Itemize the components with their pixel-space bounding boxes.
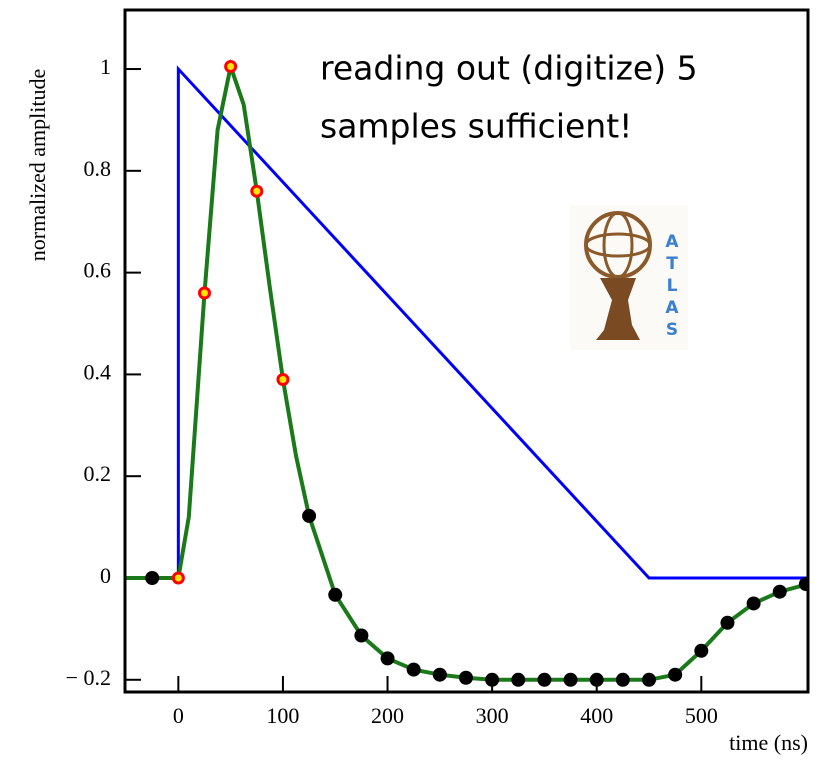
logo-globe-line [602,211,634,279]
y-tick-label: 1 [100,54,111,79]
sample-point [746,596,761,611]
logo-figure [596,278,640,340]
logo-letter: S [666,320,678,340]
sample-point [197,286,211,300]
logo-globe-line [584,232,652,258]
sample-point [720,615,735,630]
x-tick-label: 0 [173,703,184,728]
sample-point [615,672,630,687]
sample-point [380,651,395,666]
x-tick-label: 300 [476,703,509,728]
sample-point [668,667,683,682]
sample-point [250,184,264,198]
sample-point [328,587,343,602]
x-tick-label: 500 [685,703,718,728]
logo-letter: A [665,232,679,252]
y-tick-label: 0.8 [84,156,112,181]
y-tick-label: 0 [100,563,111,588]
sample-point [458,670,473,685]
logo-letter: L [667,276,678,296]
sample-point [563,672,578,687]
sample-point [224,59,238,73]
annotation: samples sufficient! [320,107,632,146]
logo-letter: T [666,254,678,274]
plot-area [125,58,808,687]
sample-point [642,672,657,687]
sample-point [302,508,317,523]
y-tick-label: − 0.2 [66,665,111,690]
sample-point [537,672,552,687]
x-tick-label: 400 [580,703,613,728]
plot-frame [123,8,810,694]
x-axis-label: time (ns) [729,730,808,755]
sample-point [145,570,160,585]
sample-point [589,672,604,687]
y-tick-label: 0.4 [84,359,112,384]
y-axis-label: normalized amplitude [25,69,50,261]
logo-letter: A [665,298,679,318]
annotation: reading out (digitize) 5 [320,49,698,88]
sample-point [511,672,526,687]
sample-point [772,584,787,599]
x-tick-label: 200 [371,703,404,728]
sample-point [171,571,185,585]
atlas-logo [570,205,688,350]
series-line [125,58,808,682]
sample-point [694,643,709,658]
y-tick-label: 0.6 [84,258,112,283]
sample-point [354,628,369,643]
sample-point [406,662,421,677]
sample-point [485,672,500,687]
sample-point [798,577,808,592]
sample-point [276,373,290,387]
y-tick-label: 0.2 [84,461,112,486]
x-tick-label: 100 [266,703,299,728]
sample-point [432,667,447,682]
